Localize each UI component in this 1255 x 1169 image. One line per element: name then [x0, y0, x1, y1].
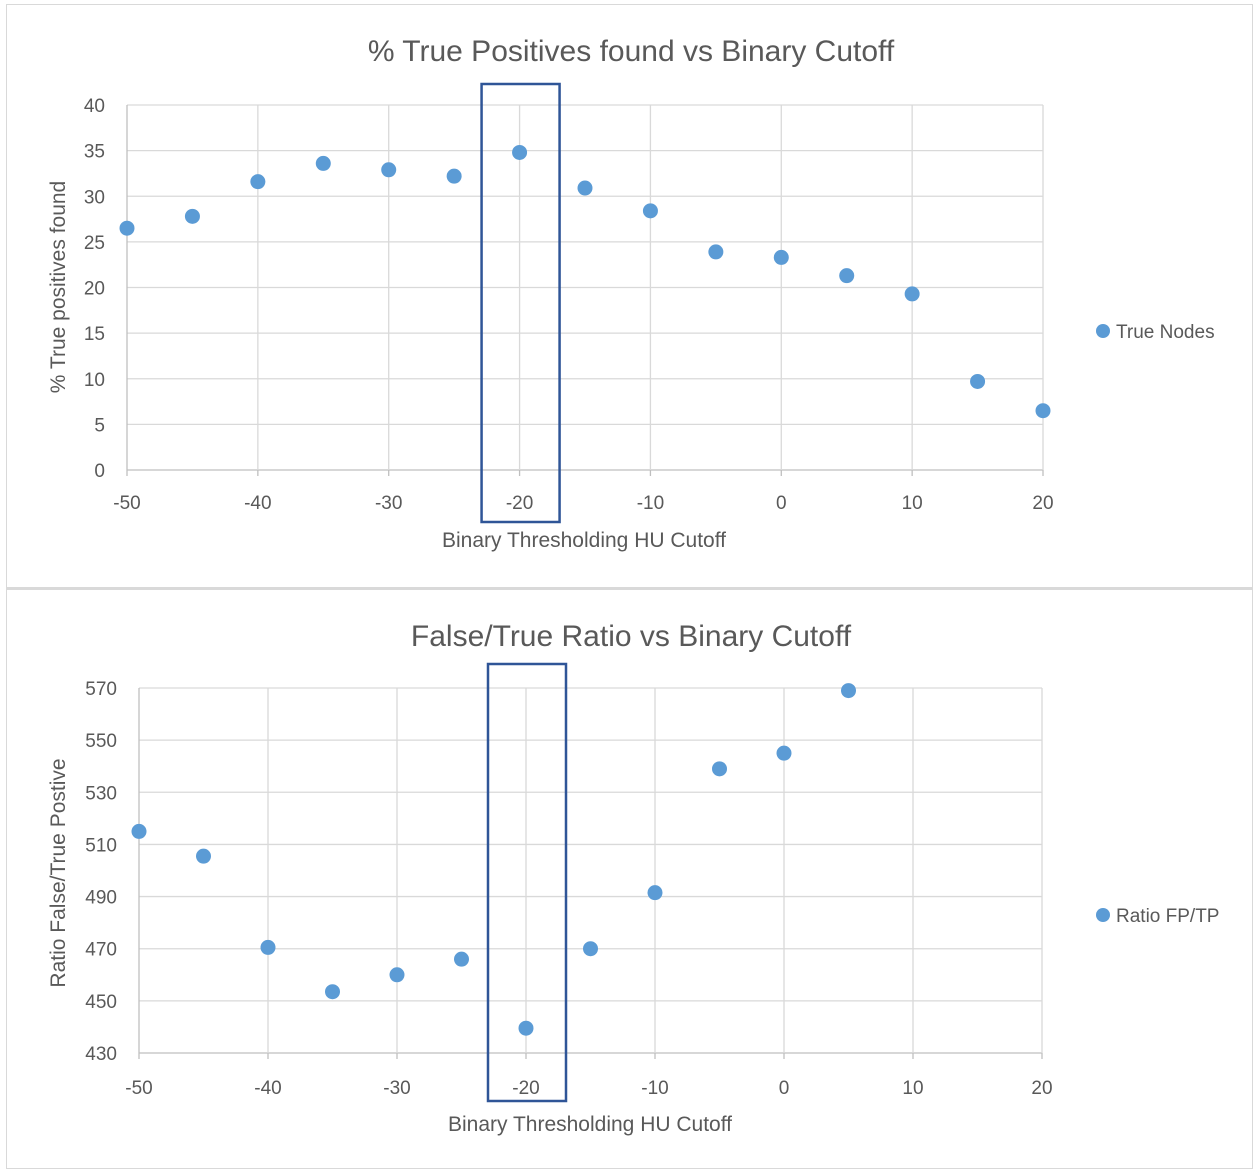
x-tick-label: -20 [512, 1078, 539, 1099]
y-tick-label: 25 [84, 233, 105, 254]
false-true-ratio-chart: False/True Ratio vs Binary Cutoff -50 -40… [6, 588, 1253, 1169]
legend-label: True Nodes [1116, 322, 1215, 343]
x-tick-label: 0 [779, 1078, 790, 1099]
data-point [712, 761, 727, 777]
data-point [776, 745, 792, 761]
x-tick-label: -40 [244, 493, 271, 514]
data-point [518, 1020, 534, 1036]
y-tick-label: 490 [85, 888, 117, 909]
y-tick-label: 470 [85, 940, 117, 961]
y-tick-labels: 0 5 10 15 20 25 30 35 40 [84, 96, 105, 482]
data-point [446, 168, 462, 184]
y-tick-label: 10 [84, 370, 105, 391]
x-tick-labels: -50 -40 -30 -20 -10 0 10 20 [125, 1078, 1052, 1099]
data-point [196, 848, 211, 864]
legend-label: Ratio FP/TP [1116, 906, 1219, 927]
x-tick-label: 0 [776, 493, 787, 514]
data-point [512, 144, 528, 160]
data-point [131, 823, 147, 839]
x-axis-title: Binary Thresholding HU Cutoff [442, 529, 726, 552]
x-tick-label: -50 [125, 1078, 152, 1099]
legend-marker [1096, 908, 1110, 922]
data-point [260, 939, 276, 955]
x-tick-label: 10 [902, 493, 923, 514]
data-point [904, 286, 920, 302]
y-tick-labels: 430 450 470 490 510 530 550 570 [85, 679, 117, 1065]
data-point [773, 249, 789, 265]
y-tick-label: 450 [85, 992, 117, 1013]
y-tick-label: 0 [94, 461, 105, 482]
false-true-ratio-chart-svg: False/True Ratio vs Binary Cutoff -50 -40… [47, 620, 1219, 1136]
highlight-box [480, 82, 561, 524]
data-point [184, 208, 200, 224]
y-tick-label: 430 [85, 1044, 117, 1065]
true-positives-chart-svg: % True Positives found vs Binary Cutoff … [47, 35, 1215, 552]
data-point [839, 268, 855, 284]
data-point [1035, 403, 1051, 419]
x-tick-label: -50 [113, 493, 140, 514]
data-point [970, 373, 986, 389]
x-tick-label: -30 [375, 493, 402, 514]
y-tick-label: 30 [84, 187, 105, 208]
data-point [381, 162, 397, 178]
data-point [389, 967, 405, 983]
data-point [315, 155, 331, 171]
data-point [583, 941, 598, 957]
y-axis-title: Ratio False/True Postive [47, 758, 70, 987]
x-tick-label: 20 [1032, 493, 1053, 514]
data-point [325, 984, 340, 1000]
data-point [708, 244, 724, 260]
x-tick-label: -10 [637, 493, 664, 514]
x-tick-label: -40 [254, 1078, 281, 1099]
y-tick-label: 40 [84, 96, 105, 117]
data-points [119, 144, 1051, 419]
x-tick-label: 10 [902, 1078, 923, 1099]
data-point [454, 951, 469, 967]
chart-title: % True Positives found vs Binary Cutoff [368, 35, 895, 68]
data-point [642, 203, 658, 219]
y-tick-label: 510 [85, 835, 117, 856]
x-tick-label: 20 [1031, 1078, 1052, 1099]
true-positives-chart: % True Positives found vs Binary Cutoff … [6, 4, 1253, 588]
x-tick-label: -20 [506, 493, 533, 514]
y-tick-label: 35 [84, 142, 105, 163]
data-point [119, 220, 135, 236]
x-tick-labels: -50 -40 -30 -20 -10 0 10 20 [113, 493, 1053, 514]
legend-marker [1096, 324, 1110, 338]
highlight-box [486, 662, 568, 1103]
data-point [250, 174, 266, 190]
chart-gridlines [126, 104, 1044, 476]
chart-gridlines [138, 687, 1043, 1059]
y-tick-label: 20 [84, 279, 105, 300]
x-tick-label: -10 [641, 1078, 668, 1099]
y-tick-label: 5 [94, 415, 105, 436]
chart-title: False/True Ratio vs Binary Cutoff [411, 620, 852, 653]
data-point [647, 885, 663, 901]
x-tick-label: -30 [383, 1078, 410, 1099]
data-point [577, 180, 593, 196]
data-point [841, 683, 856, 699]
y-tick-label: 530 [85, 783, 117, 804]
x-axis-title: Binary Thresholding HU Cutoff [448, 1113, 732, 1136]
data-points [131, 683, 856, 1036]
y-tick-label: 550 [85, 731, 117, 752]
y-tick-label: 570 [85, 679, 117, 700]
y-tick-label: 15 [84, 324, 105, 345]
y-axis-title: % True positives found [47, 181, 70, 393]
